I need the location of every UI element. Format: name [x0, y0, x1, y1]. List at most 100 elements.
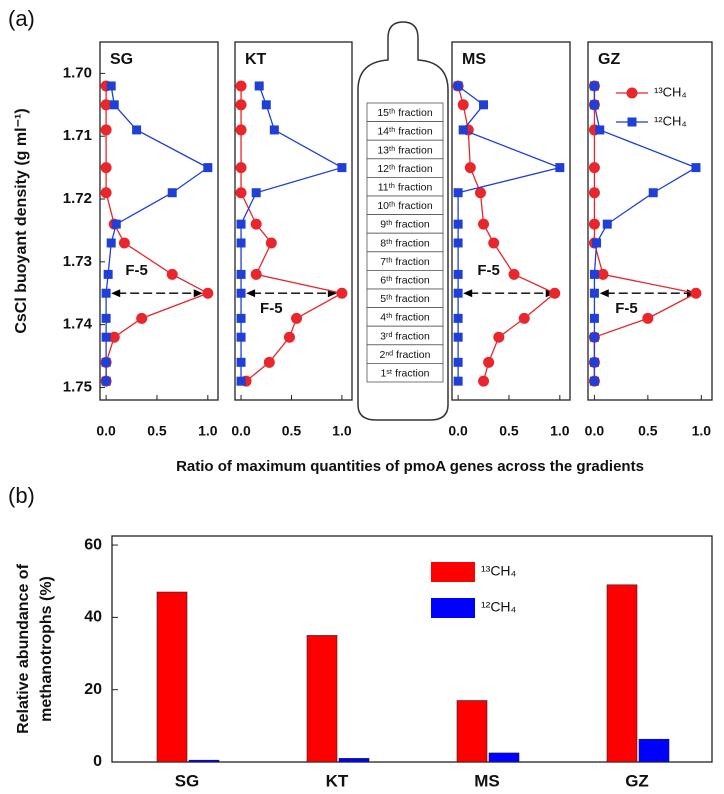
legend-marker	[627, 117, 637, 127]
marker	[453, 81, 463, 91]
marker	[597, 268, 609, 280]
marker	[236, 376, 246, 386]
marker	[109, 100, 119, 110]
fraction-label: 12ᵗʰ fraction	[377, 163, 433, 175]
plot-frame	[99, 41, 219, 401]
plot-frame	[111, 535, 713, 763]
bar	[488, 752, 520, 763]
legend-marker	[626, 87, 638, 99]
marker	[588, 218, 600, 230]
marker	[453, 376, 463, 386]
bar	[338, 758, 370, 763]
marker	[648, 188, 658, 198]
x-tick-label: 0.5	[282, 423, 302, 439]
marker	[337, 163, 347, 173]
marker	[589, 357, 599, 367]
marker	[642, 312, 654, 324]
marker	[602, 219, 612, 229]
series-line	[105, 85, 210, 382]
x-axis-label: Ratio of maximum quantities of pmoA gene…	[176, 458, 644, 475]
x-tick-label: MS	[474, 771, 500, 790]
marker	[100, 162, 112, 174]
x-tick-label: SG	[175, 771, 200, 790]
marker	[453, 219, 463, 229]
panel-title: SG	[110, 51, 133, 68]
marker	[236, 313, 246, 323]
x-tick-label: 1.0	[332, 423, 352, 439]
marker	[474, 187, 486, 199]
marker	[265, 237, 277, 249]
series-line	[593, 85, 698, 382]
y-tick-label: 0	[93, 753, 102, 770]
plot-frame	[587, 41, 713, 401]
legend-label: ¹²CH₄	[654, 113, 687, 128]
marker	[555, 163, 565, 173]
y-tick-label: 1.74	[63, 316, 93, 333]
y-tick-label: 1.73	[63, 253, 92, 270]
legend-swatch	[431, 598, 475, 618]
marker	[458, 125, 468, 135]
marker	[479, 100, 489, 110]
marker	[236, 219, 246, 229]
annotation: F-5	[260, 300, 283, 317]
marker	[132, 125, 142, 135]
bar	[188, 759, 220, 763]
panel-title: KT	[245, 51, 267, 68]
plot-frame	[234, 41, 353, 401]
marker	[453, 238, 463, 248]
marker	[235, 187, 247, 199]
marker	[453, 313, 463, 323]
marker	[589, 313, 599, 323]
marker	[251, 188, 261, 198]
marker	[589, 100, 599, 110]
marker	[589, 332, 599, 342]
marker	[588, 162, 600, 174]
marker	[236, 288, 246, 298]
y-axis-label: Relative abundance of	[15, 563, 32, 733]
fraction-label: 14ᵗʰ fraction	[377, 126, 433, 138]
marker	[453, 332, 463, 342]
fraction-label: 10ᵗʰ fraction	[377, 200, 433, 212]
fraction-label: 3ʳᵈ fraction	[380, 330, 430, 342]
marker	[508, 268, 520, 280]
marker	[236, 357, 246, 367]
fraction-label: 13ᵗʰ fraction	[377, 144, 433, 156]
x-tick-label: 0.5	[638, 423, 658, 439]
bar	[638, 738, 670, 763]
annotation: F-5	[615, 300, 638, 317]
marker	[518, 312, 530, 324]
y-tick-label: 1.71	[63, 127, 92, 144]
marker	[457, 99, 469, 111]
marker	[235, 99, 247, 111]
x-tick-label: 0.5	[147, 423, 167, 439]
marker	[595, 125, 605, 135]
x-tick-label: 0.0	[448, 423, 468, 439]
marker	[478, 375, 490, 387]
marker	[235, 80, 247, 92]
plot-frame	[451, 41, 571, 401]
fraction-label: 1ˢᵗ fraction	[380, 367, 429, 379]
x-tick-label: 1.0	[550, 423, 570, 439]
legend-label: ¹³CH₄	[481, 563, 517, 579]
marker	[592, 238, 602, 248]
marker	[254, 81, 264, 91]
marker	[269, 125, 279, 135]
marker	[488, 237, 500, 249]
marker	[453, 188, 463, 198]
marker	[589, 81, 599, 91]
x-tick-label: 1.0	[692, 423, 712, 439]
marker	[100, 99, 112, 111]
marker	[101, 376, 111, 386]
fraction-label: 5ᵗʰ fraction	[380, 293, 430, 305]
marker	[549, 287, 561, 299]
marker	[283, 331, 295, 343]
fraction-label: 6ᵗʰ fraction	[380, 274, 430, 286]
marker	[236, 332, 246, 342]
marker	[263, 356, 275, 368]
marker	[166, 268, 178, 280]
panel-label: (a)	[8, 6, 35, 31]
marker	[236, 238, 246, 248]
fraction-label: 8ᵗʰ fraction	[380, 237, 430, 249]
marker	[235, 162, 247, 174]
